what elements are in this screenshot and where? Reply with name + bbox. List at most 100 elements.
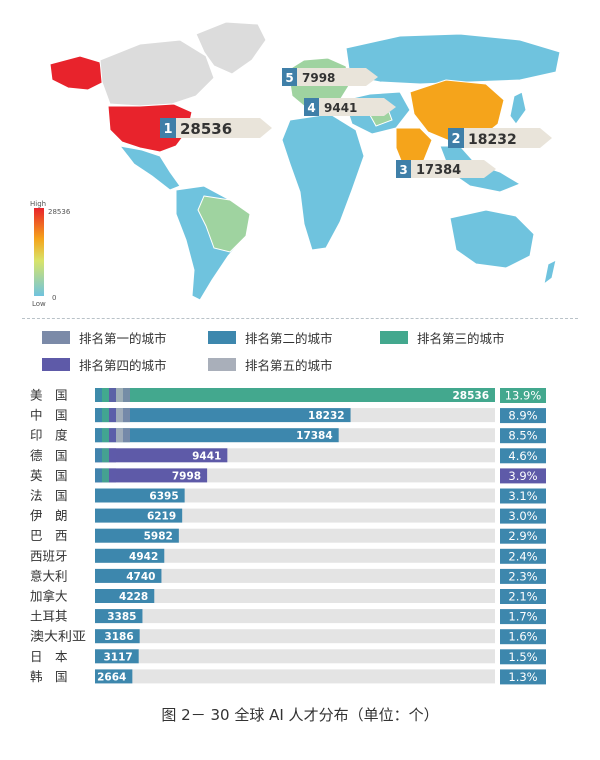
- bar-row: 印 度 17384 8.5%: [30, 428, 546, 444]
- bar-track: [95, 488, 495, 503]
- percent-label: 2.4%: [508, 549, 537, 563]
- percent-label: 4.6%: [508, 449, 537, 463]
- bar: [95, 528, 179, 543]
- bar-segment: [95, 408, 102, 423]
- bar-track: [95, 548, 495, 563]
- legend-item-rank4: 排名第四的城市: [42, 355, 167, 374]
- category-label: 美 国: [30, 388, 68, 403]
- bar-value-label: 18232: [308, 410, 345, 422]
- bar-value-label: 9441: [192, 450, 221, 462]
- scale-max-value: 28536: [48, 208, 71, 216]
- bar: [95, 669, 133, 684]
- bar-row: 加拿大 4228 2.1%: [30, 589, 546, 604]
- bar-track: [95, 589, 495, 603]
- bar-row: 美 国 28536 13.9%: [30, 388, 546, 403]
- callout-uk: 5 7998: [282, 68, 378, 86]
- scale-min-value: 0: [52, 294, 56, 302]
- percent-label: 3.9%: [508, 469, 537, 483]
- category-label: 土耳其: [30, 609, 68, 624]
- bar-track: [95, 508, 495, 523]
- bar-value-label: 6219: [147, 511, 176, 523]
- callout-uk-rank: 5: [285, 71, 293, 85]
- bar-segment: [109, 408, 116, 423]
- bar-segment: [109, 428, 116, 443]
- bar-row: 伊 朗 6219 3.0%: [30, 508, 546, 524]
- bar-track: [95, 609, 495, 624]
- percent-badge: [500, 568, 546, 584]
- percent-badge: [500, 548, 546, 564]
- bar-row: 土耳其 3385 1.7%: [30, 609, 546, 625]
- callout-china: 2 18232: [448, 128, 552, 148]
- bar-value-label: 4942: [129, 551, 158, 563]
- category-label: 中 国: [30, 408, 68, 423]
- percent-label: 3.0%: [508, 509, 537, 523]
- bar-value-label: 3186: [104, 631, 133, 643]
- section-divider: [22, 318, 578, 319]
- bar-row: 西班牙 4942 2.4%: [30, 548, 546, 564]
- category-label: 西班牙: [30, 548, 68, 563]
- legend-swatch-rank3: [380, 331, 408, 344]
- bar-value-label: 7998: [172, 470, 201, 482]
- bar-segment: [95, 468, 102, 483]
- australia-shape: [449, 209, 535, 269]
- bar: [95, 408, 351, 423]
- percent-label: 1.3%: [508, 670, 537, 684]
- bar-value-label: 17384: [296, 430, 333, 442]
- russia-shape: [345, 33, 561, 85]
- percent-badge: [500, 448, 546, 464]
- scale-high-label: High: [30, 200, 46, 208]
- bar-track: [95, 528, 495, 543]
- category-label: 伊 朗: [30, 508, 68, 523]
- callout-uk-value: 7998: [302, 71, 335, 85]
- legend-item-rank2: 排名第二的城市: [208, 328, 333, 347]
- legend-item-rank3: 排名第三的城市: [380, 328, 505, 347]
- bar-value-label: 4740: [126, 571, 155, 583]
- bar-segment: [102, 388, 109, 402]
- category-label: 韩 国: [30, 669, 68, 684]
- bar: [95, 649, 139, 664]
- callout-usa-value: 28536: [180, 120, 232, 138]
- bar: [95, 388, 495, 402]
- bar-segment: [102, 428, 109, 443]
- callout-india-rank: 3: [399, 163, 407, 177]
- bar-segment: [109, 388, 116, 402]
- bar-segment: [123, 388, 130, 402]
- bar-row: 德 国 9441 4.6%: [30, 448, 546, 464]
- legend-item-rank1: 排名第一的城市: [42, 328, 167, 347]
- percent-badge: [500, 468, 546, 484]
- percent-badge: [500, 649, 546, 665]
- bar-segment: [109, 448, 116, 463]
- usa-shape: [107, 103, 193, 153]
- japan-shape: [509, 91, 527, 125]
- bar: [95, 468, 208, 483]
- category-label: 印 度: [30, 428, 68, 443]
- bar-value-label: 4228: [119, 591, 148, 603]
- bar-row: 日 本 3117 1.5%: [30, 649, 546, 665]
- bar-value-label: 28536: [452, 390, 489, 402]
- legend-label-rank3: 排名第三的城市: [417, 331, 505, 346]
- bar-row: 澳大利亚 3186 1.6%: [30, 629, 546, 645]
- percent-badge: [500, 428, 546, 444]
- legend-label-rank4: 排名第四的城市: [79, 358, 167, 373]
- percent-badge: [500, 609, 546, 625]
- bar-segment: [95, 428, 102, 443]
- percent-label: 8.9%: [508, 409, 537, 423]
- bar-value-label: 2664: [97, 671, 126, 683]
- callout-china-rank: 2: [451, 132, 460, 147]
- bar-track: [95, 669, 495, 684]
- legend-swatch-rank4: [42, 358, 70, 371]
- bar-segment: [102, 468, 109, 483]
- percent-badge: [500, 508, 546, 524]
- percent-label: 1.6%: [508, 630, 537, 644]
- legend-label-rank2: 排名第二的城市: [245, 331, 333, 346]
- category-label: 德 国: [30, 448, 68, 463]
- callout-india-value: 17384: [416, 163, 461, 178]
- bar-segment: [102, 448, 109, 463]
- bar-row: 法 国 6395 3.1%: [30, 488, 546, 504]
- world-map: High 28536 Low 0 1 28536 2 18232 3 17384…: [30, 21, 561, 308]
- bar: [95, 488, 185, 503]
- bar-track: [95, 629, 495, 644]
- percent-label: 1.7%: [508, 610, 537, 624]
- city-rank-legend: 排名第一的城市 排名第二的城市 排名第三的城市 排名第四的城市 排名第五的城市: [0, 322, 600, 378]
- bar-segment: [109, 468, 116, 483]
